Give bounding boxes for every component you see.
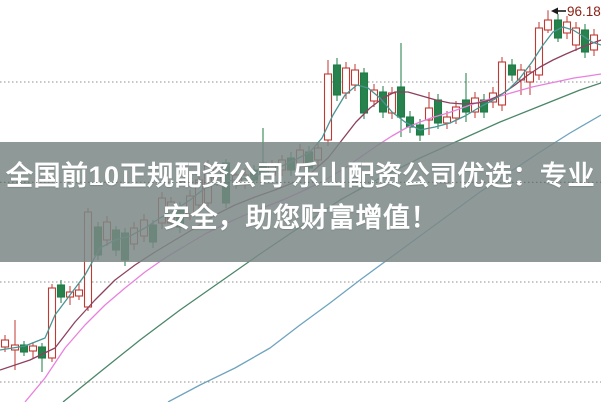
candle-body [442,116,452,124]
candle-up [442,111,452,129]
candle-down [396,43,406,137]
candle-down [405,111,415,133]
candle-body [424,107,434,121]
candle-body [359,72,369,114]
candle-up [470,92,480,118]
candle-body [341,67,351,94]
annotation-arrow-head [551,7,558,15]
price-annotation: 96.18 [551,4,601,19]
candle-body [350,69,360,86]
candle-down [56,280,66,303]
candle-body [396,86,406,118]
candle-down [507,59,517,81]
candle-body [580,29,590,53]
candle-up [543,10,553,33]
ad-overlay-band: 全国前10正规配资公司 乐山配资公司优选：专业 安全，助您财富增值！ [0,142,601,262]
candle-up [28,342,38,358]
price-label: 96.18 [567,4,601,19]
candle-body [571,27,581,46]
candle-body [74,289,84,297]
candle-up [497,57,507,111]
candle-body [433,99,443,124]
candle-down [332,58,342,101]
candle-up [341,62,351,99]
candle-up [571,22,581,51]
candle-up [74,283,84,300]
candle-up [323,60,333,146]
candle-body [507,64,517,76]
candle-body [0,339,10,348]
candle-down [19,341,29,356]
candle-body [323,73,333,141]
candle-body [543,19,553,31]
candle-body [451,106,461,119]
candle-body [19,344,29,353]
candle-body [525,71,535,83]
gridline-over-band [0,182,601,183]
candle-down [580,24,590,58]
candle-down [37,343,47,372]
ad-text-line2: 安全，助您财富增值！ [163,203,438,233]
candle-body [332,64,342,96]
candle-up [525,66,535,95]
candle-up [10,320,20,370]
candle-body [405,116,415,128]
ad-text-line1: 全国前10正规配资公司 乐山配资公司优选：专业 [5,161,596,191]
candle-body [56,284,66,298]
candle-down [359,68,369,119]
ma10-line [0,39,601,371]
candle-body [28,345,38,352]
candle-body [497,61,507,106]
